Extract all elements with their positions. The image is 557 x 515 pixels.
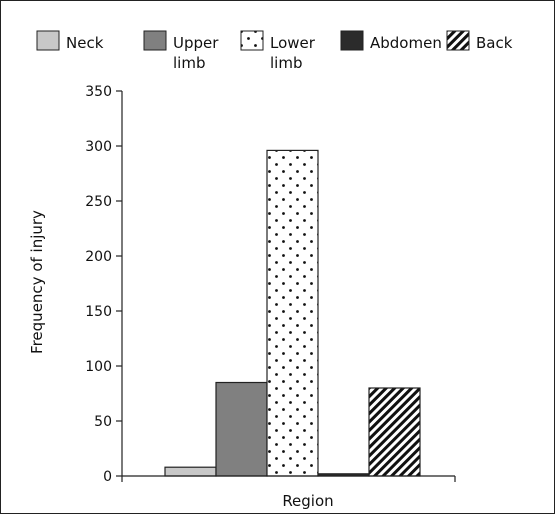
legend-item-abdomen: Abdomen <box>340 30 442 52</box>
y-tick-label: 300 <box>85 139 112 155</box>
legend-swatch <box>36 30 60 51</box>
y-tick-label: 150 <box>85 304 112 320</box>
legend-label: Back <box>476 34 513 52</box>
legend-label: Abdomen <box>370 34 442 52</box>
legend-swatch <box>143 30 167 51</box>
bar-lower-limb <box>266 149 319 477</box>
y-axis: 0 50 100 150 200 250 300 350 <box>85 84 123 485</box>
legend-label: limb <box>173 54 205 72</box>
y-tick-label: 100 <box>85 359 112 375</box>
y-tick-label: 50 <box>94 414 112 430</box>
legend-label: Upper <box>173 34 219 52</box>
legend-label: Neck <box>66 34 104 52</box>
legend: Neck Upper limb Lower limb Abdomen Back <box>36 30 513 72</box>
legend-label: Lower <box>270 34 316 52</box>
x-axis-label: Region <box>282 492 333 510</box>
bar-upper-limb <box>215 381 268 477</box>
y-tick-label: 350 <box>85 84 112 100</box>
y-tick-label: 250 <box>85 194 112 210</box>
y-axis-label: Frequency of injury <box>28 210 46 354</box>
legend-swatch <box>240 30 264 51</box>
legend-label: limb <box>270 54 302 72</box>
legend-swatch <box>340 30 364 51</box>
legend-item-back: Back <box>446 30 513 52</box>
legend-item-upper-limb: Upper limb <box>143 30 219 72</box>
legend-item-lower-limb: Lower limb <box>240 30 316 72</box>
x-axis <box>121 475 456 482</box>
bar-neck <box>164 466 217 477</box>
y-tick-label: 200 <box>85 249 112 265</box>
bars <box>164 149 421 477</box>
y-tick-label: 0 <box>103 469 112 485</box>
legend-swatch <box>446 30 470 51</box>
bar-back <box>368 387 421 477</box>
legend-item-neck: Neck <box>36 30 104 52</box>
